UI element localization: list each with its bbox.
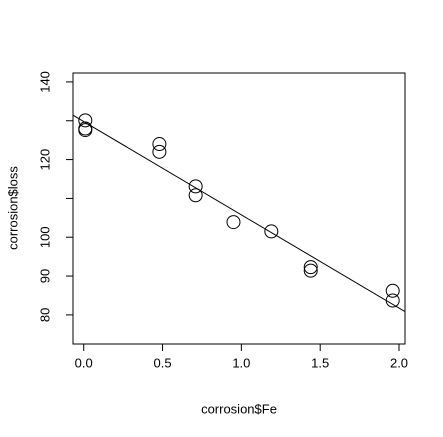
x-tick-label: 0.0	[75, 355, 93, 370]
point	[226, 215, 241, 230]
point	[188, 188, 203, 203]
x-tick-label: 0.5	[154, 355, 172, 370]
y-tick-label: 140	[37, 71, 52, 93]
point	[78, 113, 93, 128]
x-tick-label: 1.5	[311, 355, 329, 370]
point	[303, 260, 318, 275]
y-axis-label: corrosion$loss	[5, 166, 20, 250]
x-tick-label: 2.0	[390, 355, 408, 370]
fit-line	[73, 114, 405, 313]
point	[78, 121, 93, 136]
point	[303, 263, 318, 278]
point	[385, 293, 400, 308]
y-tick-label: 100	[37, 226, 52, 248]
plot-box	[72, 72, 406, 345]
point	[385, 283, 400, 298]
point	[152, 137, 167, 152]
x-axis-label: corrosion$Fe	[201, 401, 277, 416]
x-tick-label: 1.0	[232, 355, 250, 370]
point	[264, 224, 279, 239]
y-tick-label: 80	[37, 308, 52, 322]
point	[188, 179, 203, 194]
y-tick-label: 120	[37, 149, 52, 171]
point	[152, 144, 167, 159]
y-tick-label: 90	[37, 269, 52, 283]
